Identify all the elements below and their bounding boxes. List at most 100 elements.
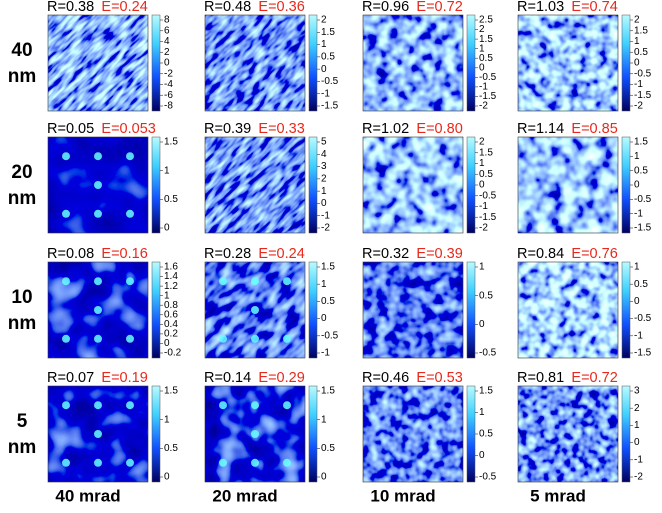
colorbar-tick-label: 2 [479, 24, 485, 35]
panel-image [518, 262, 618, 358]
colorbar-tick-label: 0.5 [479, 169, 493, 180]
panel-header: R=0.81 E=0.72 [517, 370, 618, 386]
colorbar [151, 136, 161, 234]
panel-frame [517, 14, 619, 112]
colorbar-tick-label: 0.5 [321, 51, 335, 62]
panel: R=0.81 E=0.72 3 2 1 0 -1 -2 [517, 370, 643, 483]
image-spot [126, 277, 134, 286]
colorbar-tick-label: 0 [634, 58, 640, 69]
colorbar-tick-label: -1.5 [479, 91, 497, 102]
image-noise [518, 262, 618, 358]
image-spot [126, 209, 134, 218]
panel-header: R=0.08 E=0.16 [47, 246, 148, 262]
colorbar-tick-label: 2 [479, 137, 485, 148]
e-value: E=0.053 [101, 121, 155, 137]
image-spot [283, 277, 291, 286]
image-spot [251, 277, 259, 286]
colorbar-tick-label: -0.5 [479, 72, 497, 83]
colorbar [466, 261, 476, 359]
e-value: E=0.29 [258, 370, 304, 386]
panel: R=0.28 E=0.24 1.5 1 0.5 0 -0.5 -1 [204, 246, 339, 359]
colorbar-tick-label: 1.4 [164, 271, 178, 282]
colorbar-tick-label: -1 [479, 82, 488, 93]
colorbar-tick-label: -2 [634, 472, 643, 483]
colorbar-tick-label: 1 [164, 414, 170, 425]
colorbar-tick-label: 1 [479, 43, 485, 54]
row-label: nm [8, 188, 37, 209]
colorbar [621, 14, 631, 112]
panel-frame [204, 136, 306, 234]
colorbar-tick-label: 0.5 [634, 279, 648, 290]
panel-image [363, 262, 463, 358]
r-value: R=0.39 [204, 121, 251, 137]
colorbar-tick-label: -1 [634, 454, 643, 465]
colorbar-tick-label: 2 [321, 173, 327, 184]
row-label: nm [8, 66, 37, 87]
panel-header: R=0.39 E=0.33 [204, 121, 305, 137]
colorbar-tick-label: 1 [321, 186, 327, 197]
colorbar-tick-label: 0 [321, 472, 327, 483]
image-spot [219, 334, 227, 343]
colorbar [308, 385, 318, 483]
colorbar-tick-label: 0 [479, 180, 485, 191]
image-noise [205, 137, 305, 233]
panel: R=0.05 E=0.053 1.5 1 0.5 0 [47, 121, 178, 234]
colorbar [621, 261, 631, 359]
colorbar [151, 385, 161, 483]
colorbar-tick-label: 1.5 [479, 34, 493, 45]
image-noise [48, 15, 148, 111]
colorbar-tick-label: 1.5 [164, 386, 178, 397]
r-value: R=0.96 [362, 0, 409, 15]
panel-frame [517, 136, 619, 234]
row-label: 20 [11, 162, 32, 183]
colorbar [466, 14, 476, 112]
image-spot [94, 277, 102, 286]
panel: R=0.08 E=0.16 1.61.41.210.80.60.40.20-0.2 [47, 246, 182, 359]
colorbar-tick-label: 1 [479, 407, 485, 418]
image-noise [518, 386, 618, 482]
colorbar [621, 385, 631, 483]
colorbar-tick-label: 4 [164, 36, 170, 47]
image-spot [94, 334, 102, 343]
colorbar-tick-label: -2 [479, 101, 488, 112]
panel-header: R=0.05 E=0.053 [47, 121, 156, 137]
image-spot [126, 152, 134, 161]
colorbar-tick-label: 0.5 [634, 165, 648, 176]
colorbar-tick-label: -1.5 [321, 101, 339, 112]
panel-frame [47, 261, 149, 359]
colorbar-tick-label: -2 [164, 68, 173, 79]
colorbar-tick-label: -1 [321, 210, 330, 221]
colorbar-tick-label: 1.5 [321, 262, 335, 273]
panel: R=0.14 E=0.29 1.5 1 0.5 0 [204, 370, 335, 483]
colorbar-tick-label: 0.2 [164, 329, 178, 340]
r-value: R=0.32 [362, 246, 409, 262]
e-value: E=0.53 [416, 370, 462, 386]
panel-header: R=0.38 E=0.24 [47, 0, 148, 15]
colorbar-tick-label: 3 [634, 386, 640, 397]
colorbar-tick-label: 1.5 [164, 137, 178, 148]
panel-frame [204, 385, 306, 483]
colorbar-tick-label: 3 [321, 161, 327, 172]
colorbar [621, 136, 631, 234]
image-spot [94, 306, 102, 314]
panel-image [363, 15, 463, 111]
panel-image [363, 137, 463, 233]
colorbar-tick-label: 0.5 [321, 443, 335, 454]
colorbar-tick-label: 0 [321, 313, 327, 324]
panel-header: R=0.96 E=0.72 [362, 0, 463, 15]
colorbar-tick-label: -1.5 [634, 348, 652, 359]
colorbar-tick-label: 0 [321, 198, 327, 209]
e-value: E=0.33 [258, 121, 304, 137]
colorbar-tick-label: -0.5 [634, 194, 652, 205]
panel-frame [204, 14, 306, 112]
panel-frame [47, 14, 149, 112]
colorbar-tick-label: -2 [479, 223, 488, 234]
panel-header: R=0.32 E=0.39 [362, 246, 463, 262]
panel-header: R=1.03 E=0.74 [517, 0, 618, 15]
colorbar-tick-label: 0.5 [164, 194, 178, 205]
image-spot [94, 430, 102, 438]
image-spot [62, 401, 70, 410]
r-value: R=0.84 [517, 246, 564, 262]
